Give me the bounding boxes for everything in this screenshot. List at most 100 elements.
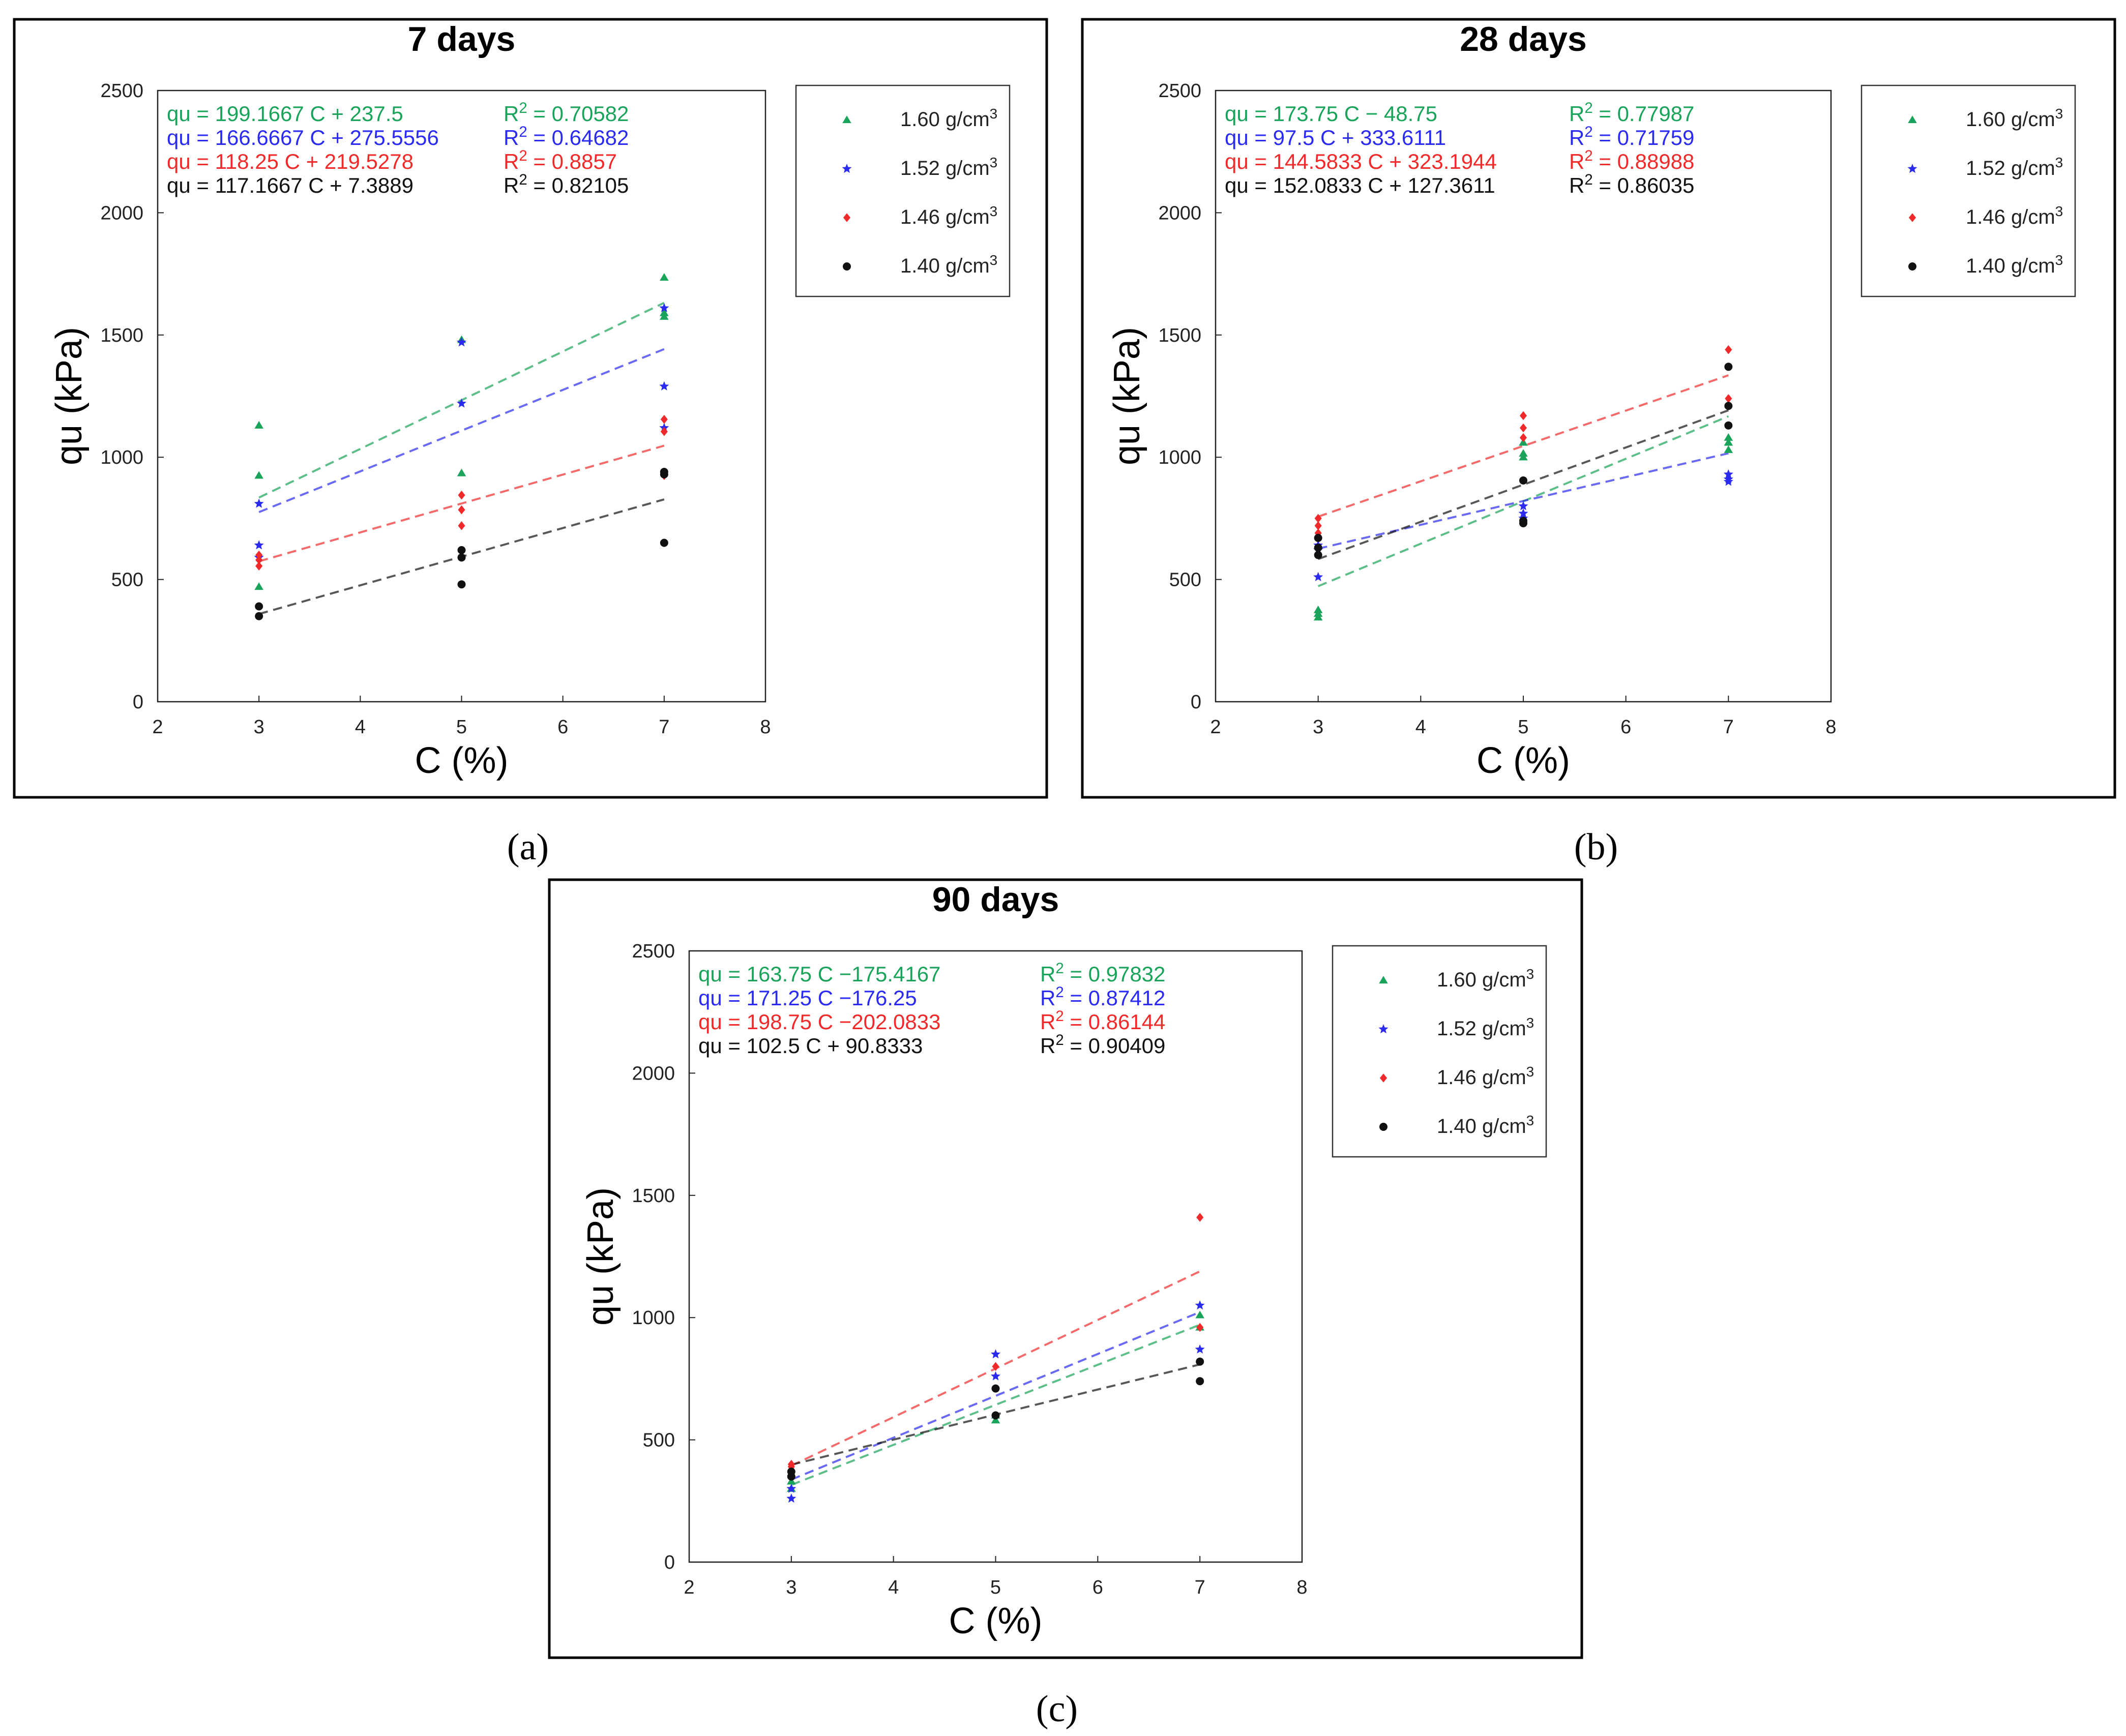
data-point-green — [1724, 445, 1733, 453]
equation-blue: qu = 166.6667 C + 275.5556 — [167, 126, 439, 149]
data-point-red — [458, 490, 465, 500]
data-point-black — [457, 546, 466, 554]
panel-caption: (a) — [507, 826, 549, 868]
legend-marker-black — [1379, 1123, 1387, 1131]
legend-marker-red — [1908, 213, 1916, 222]
data-point-green — [1724, 438, 1733, 446]
x-tick-label: 7 — [1723, 716, 1734, 738]
legend-box — [795, 84, 1011, 297]
x-tick-label: 8 — [760, 716, 771, 738]
y-tick-label: 500 — [111, 570, 143, 591]
x-tick-label: 2 — [1210, 716, 1221, 738]
r2-blue: R2 = 0.64682 — [504, 124, 629, 150]
data-point-black — [1196, 1357, 1204, 1366]
legend-label-red: 1.46 g/cm3 — [1437, 1064, 1534, 1089]
data-point-blue — [1723, 476, 1733, 486]
data-point-red — [660, 427, 668, 436]
r2-black: R2 = 0.90409 — [1040, 1032, 1165, 1058]
x-tick-label: 5 — [1518, 716, 1528, 738]
y-tick-label: 500 — [643, 1430, 675, 1451]
data-point-black — [1314, 551, 1322, 559]
data-point-blue — [1723, 469, 1733, 478]
x-tick-label: 4 — [888, 1577, 899, 1598]
chart-panel-3: 90 days 2 3 4 5 6 7 8 0 500 1000 1500 2000 2500 C (%) q… — [548, 878, 1583, 1659]
y-tick-label: 2000 — [1158, 202, 1201, 224]
r2-blue: R2 = 0.87412 — [1040, 984, 1165, 1010]
data-point-blue — [254, 540, 264, 550]
y-tick-label: 1500 — [1158, 325, 1201, 346]
y-axis-label: qu (kPa) — [49, 327, 90, 465]
data-point-red — [1196, 1323, 1204, 1332]
equation-green: qu = 163.75 C −175.4167 — [698, 962, 940, 986]
legend-label-blue: 1.52 g/cm3 — [1966, 155, 2063, 180]
data-point-blue — [990, 1371, 1001, 1381]
data-point-blue — [254, 498, 264, 508]
data-point-red — [1519, 423, 1527, 433]
data-point-red — [1196, 1213, 1204, 1222]
trendline-blue — [1318, 452, 1729, 550]
data-point-green — [254, 582, 263, 590]
data-point-red — [1519, 411, 1527, 421]
legend-marker-blue — [1378, 1024, 1389, 1034]
legend-marker-red — [1379, 1073, 1387, 1083]
data-point-red — [1519, 433, 1527, 442]
r2-blue: R2 = 0.71759 — [1569, 124, 1694, 150]
equation-blue: qu = 97.5 C + 333.6111 — [1225, 126, 1446, 149]
data-point-blue — [786, 1483, 796, 1493]
data-point-blue — [659, 303, 669, 313]
equation-black: qu = 152.0833 C + 127.3611 — [1225, 173, 1495, 197]
y-tick-label: 2000 — [100, 202, 143, 224]
legend-marker-red — [843, 213, 851, 222]
y-tick-label: 2000 — [632, 1063, 675, 1084]
y-tick-label: 2500 — [1158, 80, 1201, 102]
data-point-red — [255, 550, 263, 560]
data-point-black — [255, 602, 263, 611]
legend-label-black: 1.40 g/cm3 — [900, 252, 997, 278]
data-point-red — [660, 414, 668, 424]
equation-red: qu = 144.5833 C + 323.1944 — [1225, 149, 1497, 173]
x-tick-label: 4 — [1415, 716, 1426, 738]
y-tick-label: 0 — [133, 692, 143, 713]
legend-marker-green — [1908, 115, 1917, 124]
legend-label-green: 1.60 g/cm3 — [1437, 966, 1534, 992]
r2-green: R2 = 0.70582 — [504, 100, 629, 126]
x-tick-label: 6 — [557, 716, 568, 738]
data-point-blue — [1195, 1300, 1205, 1310]
r2-green: R2 = 0.77987 — [1569, 100, 1694, 126]
equation-blue: qu = 171.25 C −176.25 — [698, 986, 917, 1010]
data-point-green — [1724, 433, 1733, 441]
data-point-green — [1195, 1310, 1204, 1319]
data-point-black — [1724, 421, 1733, 430]
data-point-blue — [1195, 1344, 1205, 1354]
data-point-green — [991, 1416, 1000, 1424]
data-point-black — [660, 538, 668, 547]
data-point-black — [457, 553, 466, 562]
legend-label-green: 1.60 g/cm3 — [1966, 106, 2063, 131]
data-point-red — [1314, 514, 1322, 523]
data-point-red — [1725, 345, 1732, 354]
x-tick-label: 2 — [684, 1577, 694, 1598]
x-axis-label: C (%) — [415, 740, 509, 781]
x-tick-label: 8 — [1296, 1577, 1307, 1598]
data-point-green — [254, 421, 263, 429]
legend-marker-black — [1908, 262, 1916, 271]
trendline-red — [258, 444, 665, 562]
legend-label-green: 1.60 g/cm3 — [900, 106, 997, 131]
x-tick-label: 5 — [456, 716, 467, 738]
y-tick-label: 1000 — [100, 447, 143, 468]
data-point-green — [660, 273, 669, 281]
legend: 1.60 g/cm3 1.52 g/cm3 1.46 g/cm3 1.40 g/cm3 — [795, 84, 1011, 297]
legend: 1.60 g/cm3 1.52 g/cm3 1.46 g/cm3 1.40 g/cm3 — [1332, 945, 1547, 1158]
x-tick-label: 6 — [1620, 716, 1631, 738]
legend-label-blue: 1.52 g/cm3 — [900, 155, 997, 180]
legend-marker-black — [843, 262, 851, 271]
data-point-red — [458, 521, 465, 530]
x-tick-label: 2 — [152, 716, 163, 738]
r2-green: R2 = 0.97832 — [1040, 960, 1165, 986]
data-point-black — [787, 1472, 795, 1481]
panel-caption: (c) — [1036, 1688, 1078, 1730]
x-axis-label: C (%) — [949, 1601, 1043, 1641]
r2-black: R2 = 0.82105 — [504, 171, 629, 198]
x-tick-label: 3 — [254, 716, 264, 738]
data-point-blue — [456, 398, 467, 408]
